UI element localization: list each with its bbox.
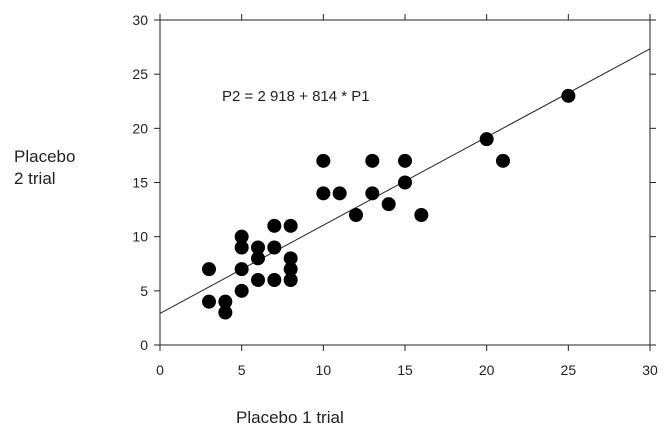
y-tick-label: 0 — [140, 337, 148, 353]
data-point — [316, 186, 331, 201]
y-tick-label: 15 — [132, 175, 148, 191]
data-point — [283, 273, 298, 287]
data-point — [234, 229, 249, 244]
y-tick-label: 30 — [132, 12, 148, 28]
tick-marks — [154, 14, 656, 351]
data-point — [398, 175, 412, 190]
data-point — [202, 262, 216, 277]
y-tick-label: 20 — [132, 120, 148, 136]
x-tick-label: 20 — [479, 362, 495, 378]
x-tick-label: 15 — [397, 362, 413, 378]
data-point — [234, 283, 249, 298]
data-point — [283, 218, 298, 233]
y-axis-label: Placebo 2 trial — [14, 146, 75, 190]
data-point — [251, 240, 265, 255]
data-point — [202, 294, 216, 309]
x-tick-label: 30 — [642, 362, 658, 378]
x-tick-label: 0 — [156, 362, 164, 378]
data-point — [251, 273, 265, 287]
data-point — [381, 197, 396, 212]
data-point — [561, 88, 576, 103]
y-axis-label-line1: Placebo — [14, 147, 76, 166]
x-axis-label: Placebo 1 trial — [236, 408, 344, 427]
data-point — [316, 153, 331, 168]
data-point — [267, 273, 282, 287]
data-point — [234, 262, 249, 277]
data-point — [218, 294, 233, 309]
regression-equation: P2 = 2 918 + 814 * P1 — [222, 88, 370, 105]
data-point — [251, 251, 265, 266]
data-point — [283, 262, 298, 277]
tick-labels: 0 5 10 15 20 25 30 0 5 10 15 20 25 30 — [132, 12, 658, 378]
data-points — [202, 88, 576, 320]
y-tick-label: 5 — [140, 283, 148, 299]
x-tick-label: 10 — [316, 362, 332, 378]
data-point — [479, 132, 494, 147]
data-point — [267, 218, 282, 233]
y-tick-label: 10 — [132, 229, 148, 245]
x-tick-label: 5 — [238, 362, 246, 378]
data-point — [496, 153, 510, 168]
data-point — [332, 186, 347, 201]
data-point — [283, 251, 298, 266]
y-axis-label-line2: 2 trial — [14, 169, 56, 188]
data-point — [234, 240, 249, 255]
y-tick-label: 25 — [132, 66, 148, 82]
data-point — [365, 186, 380, 201]
data-point — [349, 208, 363, 222]
data-point — [365, 153, 380, 168]
x-tick-label: 25 — [561, 362, 577, 378]
data-point — [414, 208, 429, 222]
data-point — [398, 153, 412, 168]
data-point — [218, 305, 233, 320]
data-point — [267, 240, 282, 255]
